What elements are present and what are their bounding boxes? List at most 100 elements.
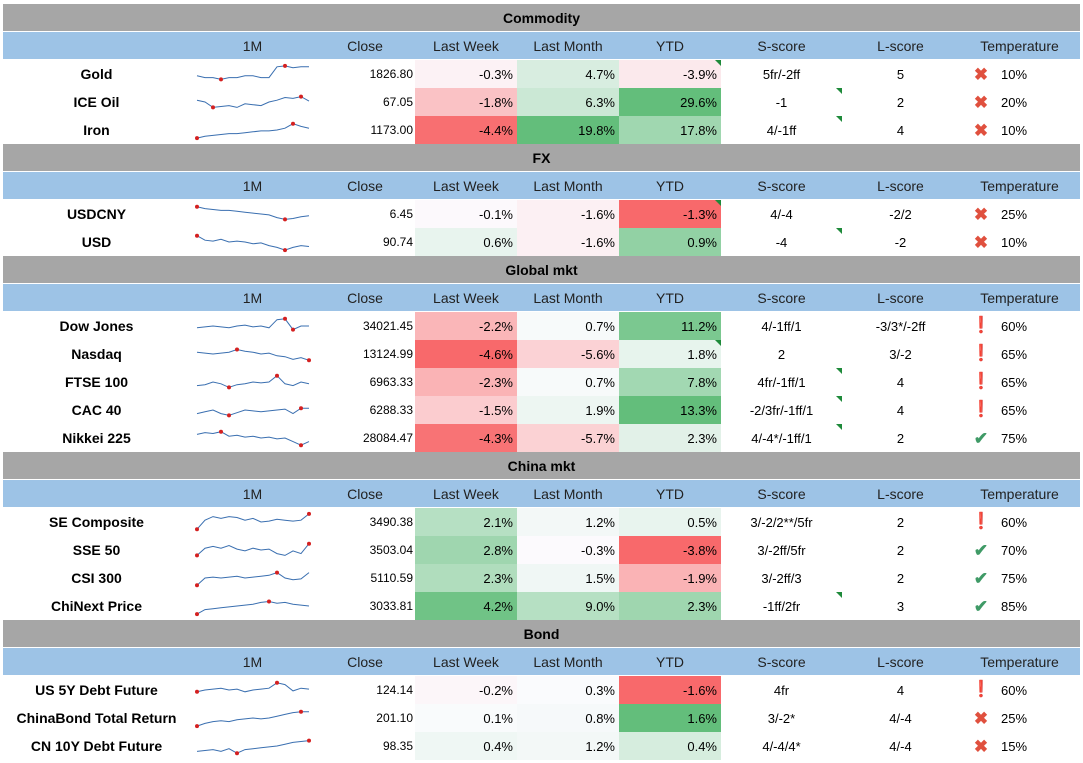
asset-name: ChinaBond Total Return [16,710,177,726]
asset-name: USDCNY [66,206,127,222]
table-row: USD 90.74 0.6% -1.6% 0.9% -4 -2 ✖ 10% [3,228,1080,256]
last-week-value: 2.1% [415,508,517,536]
header-last-month: Last Month [533,177,603,194]
ytd-value: 2.3% [619,592,721,620]
close-value: 6.45 [389,207,413,221]
temperature-value: 60% [1001,682,1028,698]
table-row: ICE Oil 67.05 -1.8% 6.3% 29.6% -1 2 ✖ 20% [3,88,1080,116]
table-row: SSE 50 3503.04 2.8% -0.3% -3.8% 3/-2ff/5fr 2 ✔ 7… [3,536,1080,564]
temperature-cell: ❗ 60% [959,676,1080,704]
table-row: USDCNY 6.45 -0.1% -1.6% -1.3% 4/-4 -2/2 ✖ 25% [3,200,1080,228]
comment-marker [836,228,842,234]
header-last-month: Last Month [533,485,603,502]
sparkline [194,121,309,141]
table-row: ChinaBond Total Return 201.10 0.1% 0.8% 1.6%… [3,704,1080,732]
sparkline-low-point [194,689,199,694]
header-name [3,32,190,59]
sparkline-line [196,431,309,446]
asset-name: US 5Y Debt Future [35,682,158,698]
header-close: Close [347,485,383,502]
s-score-text: 3/-2ff/5fr [757,542,806,558]
column-header-row: 1M Close Last Week Last Month YTD S-score L-sc… [3,480,1080,508]
header-last-week: Last Week [433,653,499,670]
header-spark: 1M [242,653,263,670]
sparkline-cell [190,732,315,760]
x-icon: ✖ [973,232,989,252]
close-value: 1173.00 [370,123,414,137]
exclaim-icon: ❗ [971,345,991,362]
sparkline-line [196,96,309,108]
close-value: 5110.59 [370,571,414,585]
asset-name: ChiNext Price [50,598,143,614]
asset-name: ICE Oil [73,94,120,110]
header-l-score: L-score [877,37,924,54]
x-icon: ✖ [973,120,989,140]
s-score-value: -1 [721,88,842,116]
temperature-cell: ❗ 60% [959,508,1080,536]
sparkline [194,599,309,617]
ytd-text: 0.5% [687,514,717,530]
asset-name: CN 10Y Debt Future [30,738,163,754]
s-score-text: -2/3fr/-1ff/1 [749,402,814,418]
temperature-value: 25% [1001,710,1028,726]
sparkline-cell [190,60,315,88]
ytd-value: 1.6% [619,704,721,732]
last-month-value: 1.2% [517,508,619,536]
temperature-cell: ❗ 65% [959,368,1080,396]
s-score-value: 3/-2ff/5fr [721,536,842,564]
last-month-value: 4.7% [517,60,619,88]
temperature-cell: ✖ 10% [959,60,1080,88]
header-close: Close [347,289,383,306]
last-month-value: 1.9% [517,396,619,424]
temperature-cell: ✖ 25% [959,200,1080,228]
s-score-text: 4/-1ff/1 [761,318,802,334]
sparkline-line [196,318,309,331]
sparkline-cell [190,424,315,452]
sparkline-cell [190,368,315,396]
header-spark: 1M [242,289,263,306]
table-row: FTSE 100 6963.33 -2.3% 0.7% 7.8% 4fr/-1ff/1 4 ❗… [3,368,1080,396]
sparkline-high-point [298,406,303,411]
table-row: CSI 300 5110.59 2.3% 1.5% -1.9% 3/-2ff/3 2 ✔ 75% [3,564,1080,592]
temperature-cell: ✖ 10% [959,116,1080,144]
header-last-week: Last Week [433,289,499,306]
temperature-value: 75% [1001,570,1028,586]
ytd-text: -3.8% [683,542,717,558]
header-spark: 1M [242,177,263,194]
header-ytd: YTD [656,653,684,670]
l-score-value: 5 [896,66,905,82]
header-l-score: L-score [877,485,924,502]
sparkline-line [196,682,309,693]
sparkline-line [196,123,309,139]
last-week-value: -4.3% [415,424,517,452]
sparkline-line [196,600,309,615]
ytd-value: -1.3% [619,200,721,228]
s-score-value: 4fr [721,676,842,704]
last-week-value: -0.1% [415,200,517,228]
s-score-text: 4fr [773,682,790,698]
header-l-score: L-score [877,653,924,670]
s-score-value: -2/3fr/-1ff/1 [721,396,842,424]
header-temperature: Temperature [980,485,1059,502]
header-l-score: L-score [877,289,924,306]
last-month-value: -0.3% [517,536,619,564]
last-month-value: 19.8% [517,116,619,144]
table-row: Nasdaq 13124.99 -4.6% -5.6% 1.8% 2 3/-2 ❗ 65% [3,340,1080,368]
s-score-value: 4/-1ff/1 [721,312,842,340]
last-week-value: 4.2% [415,592,517,620]
sparkline-cell [190,340,315,368]
header-close: Close [347,37,383,54]
header-last-week: Last Week [433,37,499,54]
close-value: 3503.04 [369,543,413,557]
ytd-value: 29.6% [619,88,721,116]
sparkline-high-point [274,680,279,685]
ytd-text: 13.3% [680,402,717,418]
ytd-value: 17.8% [619,116,721,144]
temperature-cell: ❗ 60% [959,312,1080,340]
last-month-value: 6.3% [517,88,619,116]
l-score-value: 2 [896,94,905,110]
x-icon: ✖ [973,64,989,84]
close-value: 67.05 [382,95,413,109]
l-score-value: 4 [896,682,905,698]
header-last-month: Last Month [533,289,603,306]
